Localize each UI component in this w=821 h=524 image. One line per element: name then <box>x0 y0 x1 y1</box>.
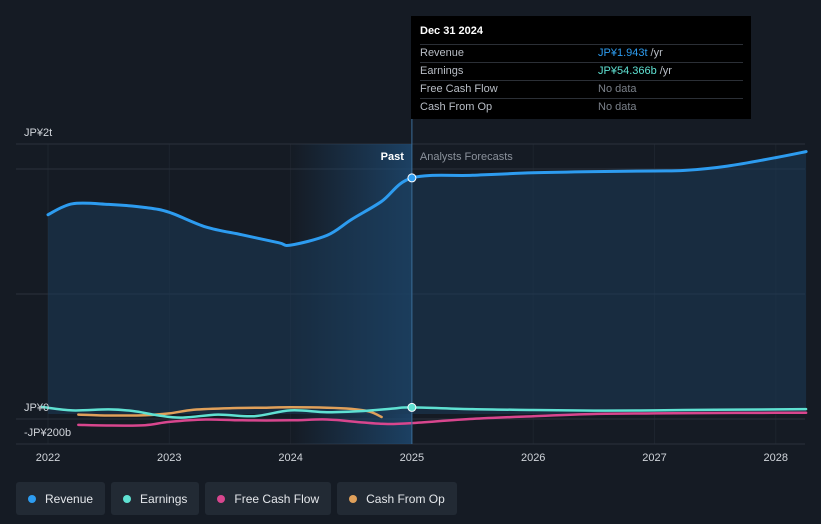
tooltip-value: JP¥1.943t <box>598 47 648 59</box>
legend-dot-icon <box>28 494 36 503</box>
legend-item-free-cash-flow[interactable]: Free Cash Flow <box>205 482 332 515</box>
x-tick-label: 2024 <box>278 452 302 464</box>
legend-label: Revenue <box>45 491 94 506</box>
tooltip-unit: /yr <box>659 65 672 77</box>
past-label: Past <box>381 151 405 163</box>
legend: Revenue Earnings Free Cash Flow Cash Fro… <box>16 482 457 515</box>
tooltip-markers <box>407 173 417 412</box>
tooltip-unit: /yr <box>650 47 663 59</box>
legend-dot-icon <box>217 494 226 503</box>
x-tick-label: 2022 <box>36 452 60 464</box>
legend-item-earnings[interactable]: Earnings <box>111 482 200 515</box>
revenue-area <box>48 151 807 414</box>
x-tick-label: 2023 <box>157 452 181 464</box>
y-axis-tick-labels: JP¥2t JP¥0 -JP¥200b <box>24 127 71 439</box>
tooltip-value: No data <box>598 83 637 95</box>
legend-dot-icon <box>349 494 358 503</box>
x-tick-label: 2028 <box>764 452 788 464</box>
x-tick-label: 2025 <box>400 452 424 464</box>
tooltip-row-revenue: Revenue JP¥1.943t /yr <box>420 44 743 62</box>
area-fills <box>48 151 807 414</box>
y-tick-label: -JP¥200b <box>24 427 71 439</box>
tooltip-value: JP¥54.366b <box>598 65 657 77</box>
legend-label: Free Cash Flow <box>234 491 320 506</box>
legend-item-revenue[interactable]: Revenue <box>16 482 106 515</box>
series-lines <box>40 150 808 427</box>
legend-item-cash-from-op[interactable]: Cash From Op <box>337 482 457 515</box>
tooltip: Dec 31 2024 Revenue JP¥1.943t /yr Earnin… <box>411 16 751 119</box>
tooltip-label: Free Cash Flow <box>420 83 498 95</box>
earnings-marker <box>407 402 417 412</box>
cash-from-op-line <box>77 406 383 419</box>
tooltip-value: No data <box>598 101 637 113</box>
forecast-label: Analysts Forecasts <box>420 151 513 163</box>
legend-label: Earnings <box>140 491 188 506</box>
tooltip-label: Cash From Op <box>420 101 493 113</box>
x-axis-tick-labels: 2022 2023 2024 2025 2026 2027 2028 <box>36 452 788 464</box>
tooltip-row-cash-from-op: Cash From Op No data <box>420 98 743 116</box>
legend-label: Cash From Op <box>366 491 445 506</box>
tooltip-label: Revenue <box>420 47 465 59</box>
tooltip-label: Earnings <box>420 65 464 77</box>
revenue-line <box>46 150 808 247</box>
tooltip-row-free-cash-flow: Free Cash Flow No data <box>420 80 743 98</box>
y-tick-label: JP¥0 <box>24 402 49 414</box>
x-tick-label: 2027 <box>642 452 666 464</box>
revenue-marker <box>407 173 417 183</box>
y-tick-label: JP¥2t <box>24 127 52 139</box>
tooltip-date: Dec 31 2024 <box>420 25 483 37</box>
legend-dot-icon <box>123 494 132 503</box>
free-cash-flow-line <box>77 411 808 427</box>
x-tick-label: 2026 <box>521 452 545 464</box>
earnings-line <box>40 405 808 419</box>
tooltip-row-earnings: Earnings JP¥54.366b /yr <box>420 62 743 80</box>
